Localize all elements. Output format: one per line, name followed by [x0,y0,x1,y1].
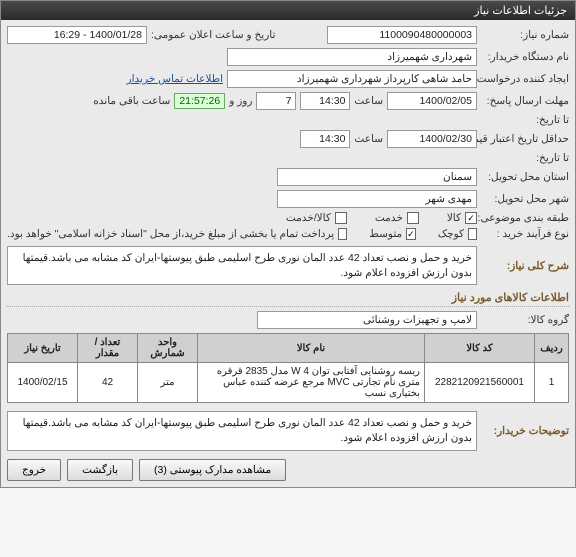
col-code: کد کالا [425,334,535,363]
delivery-province-value: سمنان [277,168,477,186]
hour-label-2: ساعت [354,133,383,145]
need-number-value: 1100090480000003 [327,26,477,44]
service-chk-label: خدمت [375,212,403,224]
dialog-window: جزئیات اطلاعات نیاز شماره نیاز: 11000904… [0,0,576,488]
creator-label: ایجاد کننده درخواست: [481,73,569,85]
goods-group-label: گروه کالا: [481,314,569,326]
table-header-row: ردیف کد کالا نام کالا واحد شمارش تعداد /… [8,334,569,363]
window-body: شماره نیاز: 1100090480000003 تاریخ و ساع… [1,20,575,487]
goods-group-value: لامپ و تجهیزات روشنائی [257,311,477,329]
announce-value: 1400/01/28 - 16:29 [7,26,147,44]
goods-service-checkbox[interactable] [335,212,347,224]
cell-code: 2282120921560001 [425,363,535,403]
delivery-city-value: مهدی شهر [277,190,477,208]
medium-checkbox[interactable] [406,228,416,240]
button-bar: مشاهده مدارک پیوستی (3) بازگشت خروج [7,459,569,481]
service-checkbox[interactable] [407,212,419,224]
price-validity-time: 14:30 [300,130,350,148]
delivery-city-label: شهر محل تحویل: [481,193,569,205]
cell-name: ریسه روشنایی آفتابی توان W 4 مدل 2835 قر… [198,363,425,403]
small-checkbox[interactable] [468,228,477,240]
answer-deadline-time: 14:30 [300,92,350,110]
goods-service-chk-label: کالا/خدمت [286,212,331,224]
back-button[interactable]: بازگشت [67,459,133,481]
days-remaining: 7 [256,92,296,110]
attachments-button[interactable]: مشاهده مدارک پیوستی (3) [139,459,286,481]
delivery-province-label: استان محل تحویل: [481,171,569,183]
exit-button[interactable]: خروج [7,459,61,481]
goods-section-title: اطلاعات کالاهای مورد نیاز [7,291,569,307]
cell-qty: 42 [78,363,138,403]
announce-label: تاریخ و ساعت اعلان عمومی: [151,29,275,41]
creator-value: حامد شاهی کارپرداز شهرداری شهمیرزاد [227,70,477,88]
budget-row-label: طبقه بندی موضوعی: [481,212,569,224]
goods-checkbox[interactable] [465,212,477,224]
answer-deadline-date: 1400/02/05 [387,92,477,110]
col-name: نام کالا [198,334,425,363]
to-date-label-2: تا تاریخ: [481,152,569,164]
price-validity-label: حداقل تاریخ اعتبار قیمت: [481,133,569,145]
goods-chk-label: کالا [447,212,461,224]
contact-link[interactable]: اطلاعات تماس خریدار [127,73,223,85]
window-title: جزئیات اطلاعات نیاز [474,5,567,17]
cell-unit: متر [138,363,198,403]
treasury-checkbox[interactable] [338,228,347,240]
col-unit: واحد شمارش [138,334,198,363]
desc-textarea: خرید و حمل و نصب تعداد 42 عدد المان نوری… [7,246,477,285]
buyer-org-label: نام دستگاه خریدار: [481,51,569,63]
answer-deadline-label: مهلت ارسال پاسخ: [481,95,569,107]
col-qty: تعداد / مقدار [78,334,138,363]
col-date: تاریخ نیاز [8,334,78,363]
price-validity-date: 1400/02/30 [387,130,477,148]
cell-rownum: 1 [535,363,569,403]
countdown-timer: 21:57:26 [174,93,225,109]
days-label: روز و [229,95,252,107]
medium-label: متوسط [369,228,402,240]
hour-label-1: ساعت [354,95,383,107]
buyer-org-value: شهرداری شهمیرزاد [227,48,477,66]
goods-table: ردیف کد کالا نام کالا واحد شمارش تعداد /… [7,333,569,403]
need-number-label: شماره نیاز: [481,29,569,41]
payment-note: پرداخت تمام یا بخشی از مبلغ خرید،از محل … [7,228,334,240]
window-titlebar: جزئیات اطلاعات نیاز [1,1,575,20]
buyer-notes-text: خرید و حمل و نصب تعداد 42 عدد المان نوری… [7,411,477,450]
to-date-label-1: تا تاریخ: [481,114,569,126]
cell-date: 1400/02/15 [8,363,78,403]
remain-label: ساعت باقی مانده [93,95,170,107]
desc-section-title: شرح کلی نیاز: [481,260,569,272]
col-rownum: ردیف [535,334,569,363]
small-label: کوچک [438,228,464,240]
process-type-label: نوع فرآیند خرید : [481,228,569,240]
table-row: 1 2282120921560001 ریسه روشنایی آفتابی ت… [8,363,569,403]
buyer-notes-label: توضیحات خریدار: [481,425,569,437]
